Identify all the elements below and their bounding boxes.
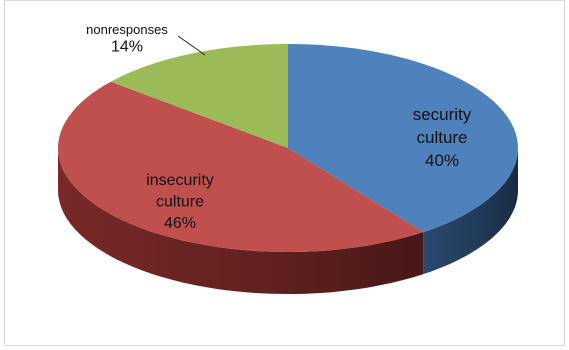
- slice-value-label-0: 40%: [425, 151, 459, 170]
- slice-value-label-2: 14%: [111, 39, 143, 56]
- pie-sides: [58, 148, 518, 294]
- pie-slice-2[interactable]: [110, 44, 288, 148]
- pie-side-shade-1: [58, 148, 424, 294]
- pie-tops: [58, 44, 518, 252]
- slice-value-label-1: 46%: [164, 215, 196, 232]
- slice-category-label-1: insecurity: [146, 172, 214, 189]
- slice-category-label-1: culture: [156, 194, 204, 211]
- slice-category-label-0: culture: [416, 128, 467, 147]
- pie-labels: security culture 40% insecurity culture 46% no…: [86, 22, 472, 232]
- pie-side-shade-0: [423, 148, 518, 275]
- pie-slice-1[interactable]: [58, 81, 424, 252]
- pie-slice-0[interactable]: [288, 44, 518, 233]
- leader-line-2: [177, 35, 206, 56]
- slice-category-label-0: security: [413, 105, 472, 124]
- slice-category-label-2: nonresponses: [86, 22, 168, 37]
